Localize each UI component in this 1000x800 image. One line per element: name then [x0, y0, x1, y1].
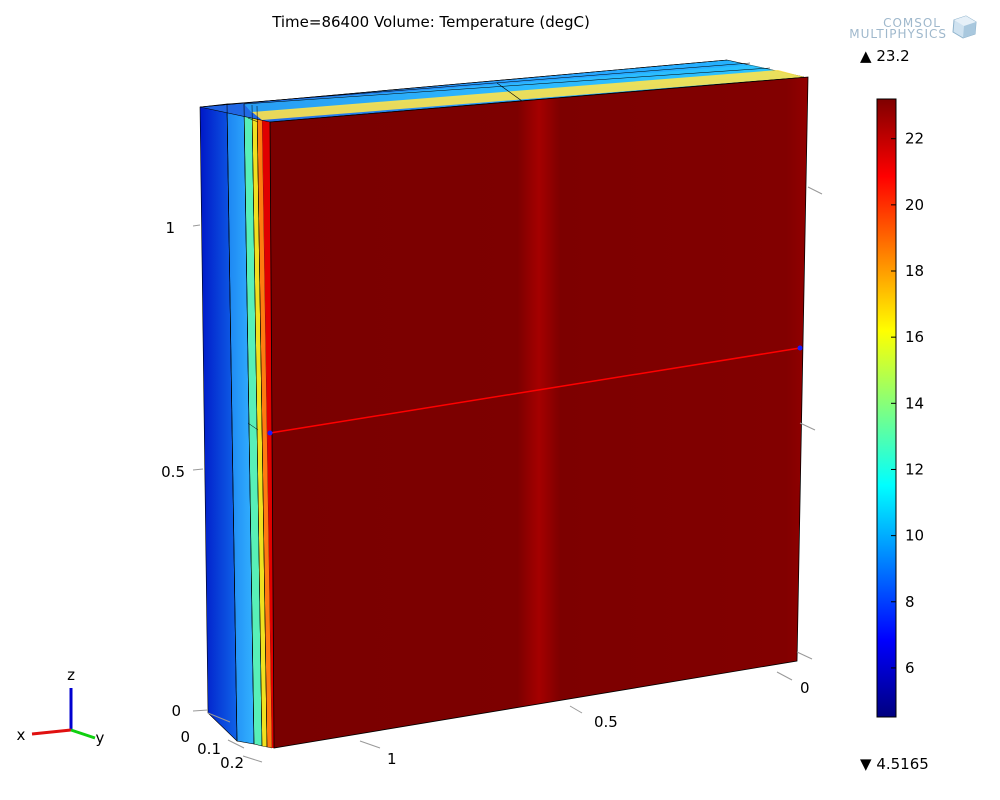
triad-z-label: z	[67, 666, 75, 684]
colorbar-tick-label-12: 12	[905, 460, 924, 478]
colorbar-tick-label-20: 20	[905, 196, 924, 214]
colorbar-tick-label-18: 18	[905, 262, 924, 280]
top-face-warm-edge	[252, 70, 804, 120]
z-tick-0.5: 0.5	[161, 463, 185, 481]
y-tick-0.1: 0.1	[197, 740, 221, 758]
colorbar-max-value: 23.2	[876, 47, 909, 65]
cut-line-end-point	[797, 345, 803, 351]
axis-triad: z x y	[17, 666, 105, 747]
colorbar-min-value: 4.5165	[876, 755, 929, 773]
z-tick-0: 0	[171, 702, 181, 720]
z-tick-1: 1	[165, 219, 175, 237]
y-tick-0.2: 0.2	[220, 754, 244, 772]
colorbar-min-label: ▼ 4.5165	[860, 755, 929, 773]
triad-y-label: y	[96, 729, 105, 747]
colorbar-rect	[876, 98, 897, 718]
colorbar-tick-label-8: 8	[905, 593, 915, 611]
triad-y-axis	[70, 728, 96, 740]
top-face-mid	[244, 65, 790, 113]
volume-block	[199, 59, 809, 749]
triad-x-axis	[31, 728, 72, 736]
logo-line1: COMSOL	[883, 16, 941, 30]
x-tick-0.5: 0.5	[594, 713, 618, 731]
colorbar-tick-label-10: 10	[905, 527, 924, 545]
colorbar-tick-label-16: 16	[905, 328, 924, 346]
colorbar-tick-label-22: 22	[905, 130, 924, 148]
layer-red-strip	[262, 108, 274, 748]
x-tick-0: 0	[800, 679, 810, 697]
colorbar-max-label: ▲ 23.2	[860, 47, 910, 65]
tick-labels: 1 0.5 0 0 0.5 1 0 0.1 0.2	[161, 219, 809, 772]
cut-line	[269, 347, 801, 434]
triad-x-label: x	[17, 726, 26, 744]
plot-title: Time=86400 Volume: Temperature (degC)	[271, 13, 590, 31]
y-tick-0: 0	[180, 728, 190, 746]
comsol-cube-logo-icon	[952, 15, 977, 39]
colorbar-ticks: 6 8 10 12 14 16 18 20 22	[891, 130, 924, 677]
logo-line2: MULTIPHYSICS	[849, 27, 947, 41]
colorbar-tick-label-14: 14	[905, 394, 924, 412]
colorbar: 6 8 10 12 14 16 18 20 22 ▲ 23.2 ▼ 4.5165	[860, 47, 929, 773]
comsol-logo: COMSOL MULTIPHYSICS	[849, 15, 977, 41]
colorbar-tick-label-6: 6	[905, 659, 915, 677]
axis-ticks	[192, 186, 823, 763]
cut-line-start-point	[267, 430, 273, 436]
front-face	[269, 76, 809, 749]
x-tick-1: 1	[387, 750, 397, 768]
